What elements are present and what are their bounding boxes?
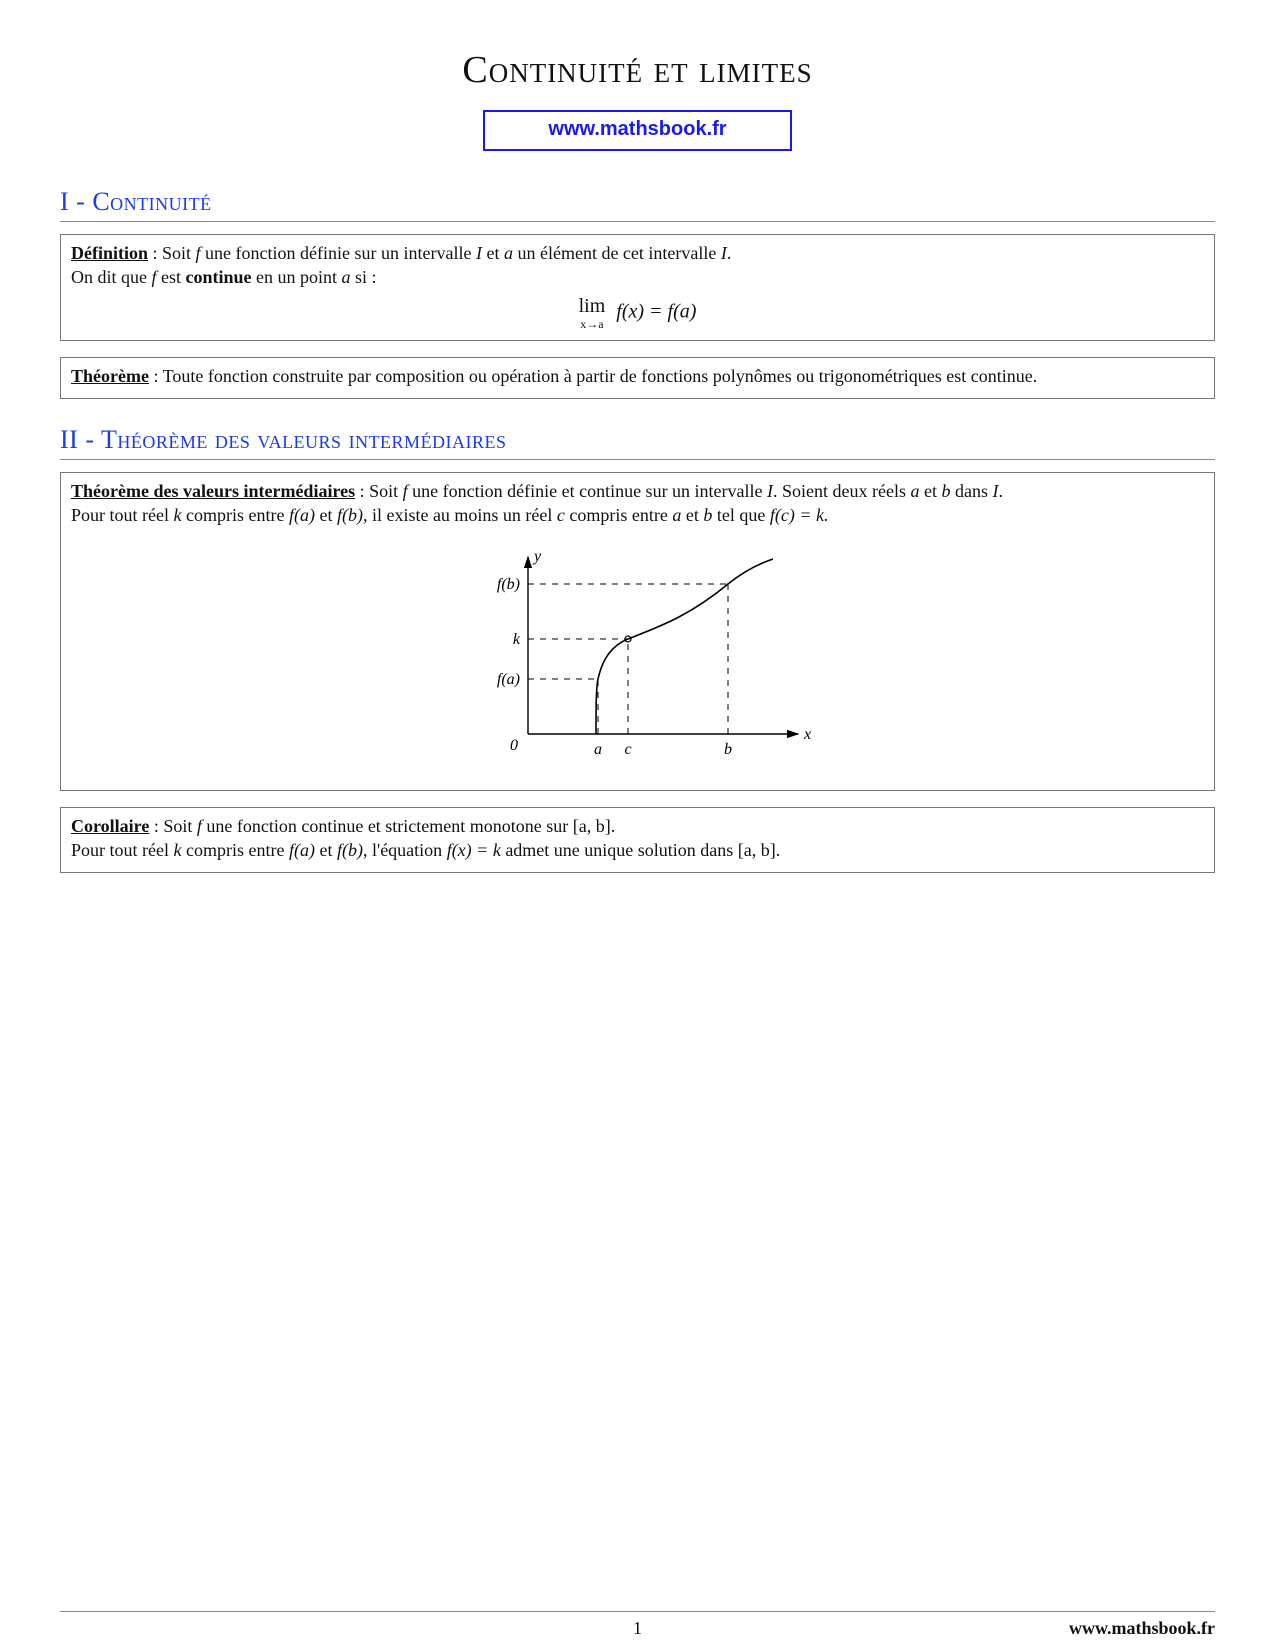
theoreme1-box: Théorème : Toute fonction construite par… <box>60 357 1215 399</box>
section-rule-2 <box>60 459 1215 460</box>
tvi-tc: . Soient deux réels <box>773 481 910 501</box>
tvi-ta: : Soit <box>355 481 403 501</box>
math-a: a <box>504 243 513 263</box>
tvi-c: c <box>557 505 565 525</box>
definition-t1: une fonction définie sur un intervalle <box>201 243 476 263</box>
math-I2: I <box>721 243 727 263</box>
tvi-fb: f(b) <box>337 505 363 525</box>
definition-bold: continue <box>186 267 252 287</box>
tvi-eq: f(c) = k. <box>770 505 829 525</box>
cor-tb: une fonction continue et strictement mon… <box>202 816 573 836</box>
limit-operator: lim x→a <box>579 296 606 330</box>
cor-ta: : Soit <box>149 816 197 836</box>
svg-text:c: c <box>624 741 631 758</box>
cor-l2d: , l'équation <box>363 840 447 860</box>
corollaire-box: Corollaire : Soit f une fonction continu… <box>60 807 1215 874</box>
cor-fb: f(b) <box>337 840 363 860</box>
tvi-diagram: 0 x y a c b f(a) k f(b) <box>71 539 1204 775</box>
tvi-b: b <box>942 481 951 501</box>
cor-int1: [a, b]. <box>573 816 615 836</box>
theoreme1-text: : Toute fonction construite par composit… <box>149 366 1037 386</box>
cor-int2: [a, b]. <box>738 840 780 860</box>
svg-text:x: x <box>803 726 811 743</box>
svg-text:a: a <box>594 741 602 758</box>
corollaire-label: Corollaire <box>71 816 149 836</box>
section-heading-2: II - Théorème des valeurs intermédiaires <box>60 425 1215 455</box>
limit-label: lim <box>579 295 606 317</box>
page-number: 1 <box>633 1618 642 1639</box>
math-a2: a <box>342 267 351 287</box>
svg-text:0: 0 <box>510 737 518 754</box>
definition-text-before: : Soit <box>148 243 196 263</box>
definition-l2d: si : <box>351 267 377 287</box>
limit-rhs: f(x) = f(a) <box>616 300 696 322</box>
tvi-a: a <box>911 481 920 501</box>
tvi-l2f: et <box>681 505 703 525</box>
tvi-tb: une fonction définie et continue sur un … <box>408 481 767 501</box>
page-title: Continuité et limites <box>60 48 1215 92</box>
cor-l2e: admet une unique solution dans <box>501 840 738 860</box>
tvi-td: et <box>920 481 942 501</box>
tvi-l2g: tel que <box>712 505 769 525</box>
cor-l2a: Pour tout réel <box>71 840 173 860</box>
definition-l2c: en un point <box>252 267 342 287</box>
tvi-te: dans <box>951 481 993 501</box>
tvi-fa: f(a) <box>289 505 315 525</box>
section-heading-1: I - Continuité <box>60 187 1215 217</box>
limit-sub: x→a <box>579 318 606 330</box>
cor-l2b: compris entre <box>181 840 288 860</box>
section-rule-1 <box>60 221 1215 222</box>
definition-formula: lim x→a f(x) = f(a) <box>71 296 1204 330</box>
svg-text:f(b): f(b) <box>496 576 519 593</box>
definition-box: Définition : Soit f une fonction définie… <box>60 234 1215 341</box>
cor-fa: f(a) <box>289 840 315 860</box>
definition-t3: un élément de cet intervalle <box>513 243 721 263</box>
tvi-l2a: Pour tout réel <box>71 505 173 525</box>
cor-eq: f(x) = k <box>447 840 501 860</box>
tvi-l2d: , il existe au moins un réel <box>363 505 557 525</box>
website-link[interactable]: www.mathsbook.fr <box>483 110 792 151</box>
cor-l2c: et <box>315 840 337 860</box>
definition-l2b: est <box>157 267 186 287</box>
svg-text:y: y <box>532 548 542 565</box>
tvi-label: Théorème des valeurs intermédiaires <box>71 481 355 501</box>
svg-text:f(a): f(a) <box>496 671 519 688</box>
footer-site: www.mathsbook.fr <box>1069 1618 1215 1639</box>
tvi-box: Théorème des valeurs intermédiaires : So… <box>60 472 1215 791</box>
footer: 1 www.mathsbook.fr <box>60 1611 1215 1618</box>
svg-text:k: k <box>512 631 520 648</box>
page: Continuité et limites www.mathsbook.fr I… <box>0 0 1275 1650</box>
definition-label: Définition <box>71 243 148 263</box>
tvi-l2e: compris entre <box>565 505 672 525</box>
theoreme1-label: Théorème <box>71 366 149 386</box>
definition-l2a: On dit que <box>71 267 152 287</box>
tvi-l2b: compris entre <box>181 505 288 525</box>
definition-t2: et <box>482 243 504 263</box>
svg-text:b: b <box>724 741 732 758</box>
tvi-svg: 0 x y a c b f(a) k f(b) <box>458 539 818 769</box>
tvi-I2: I <box>993 481 999 501</box>
tvi-l2c: et <box>315 505 337 525</box>
